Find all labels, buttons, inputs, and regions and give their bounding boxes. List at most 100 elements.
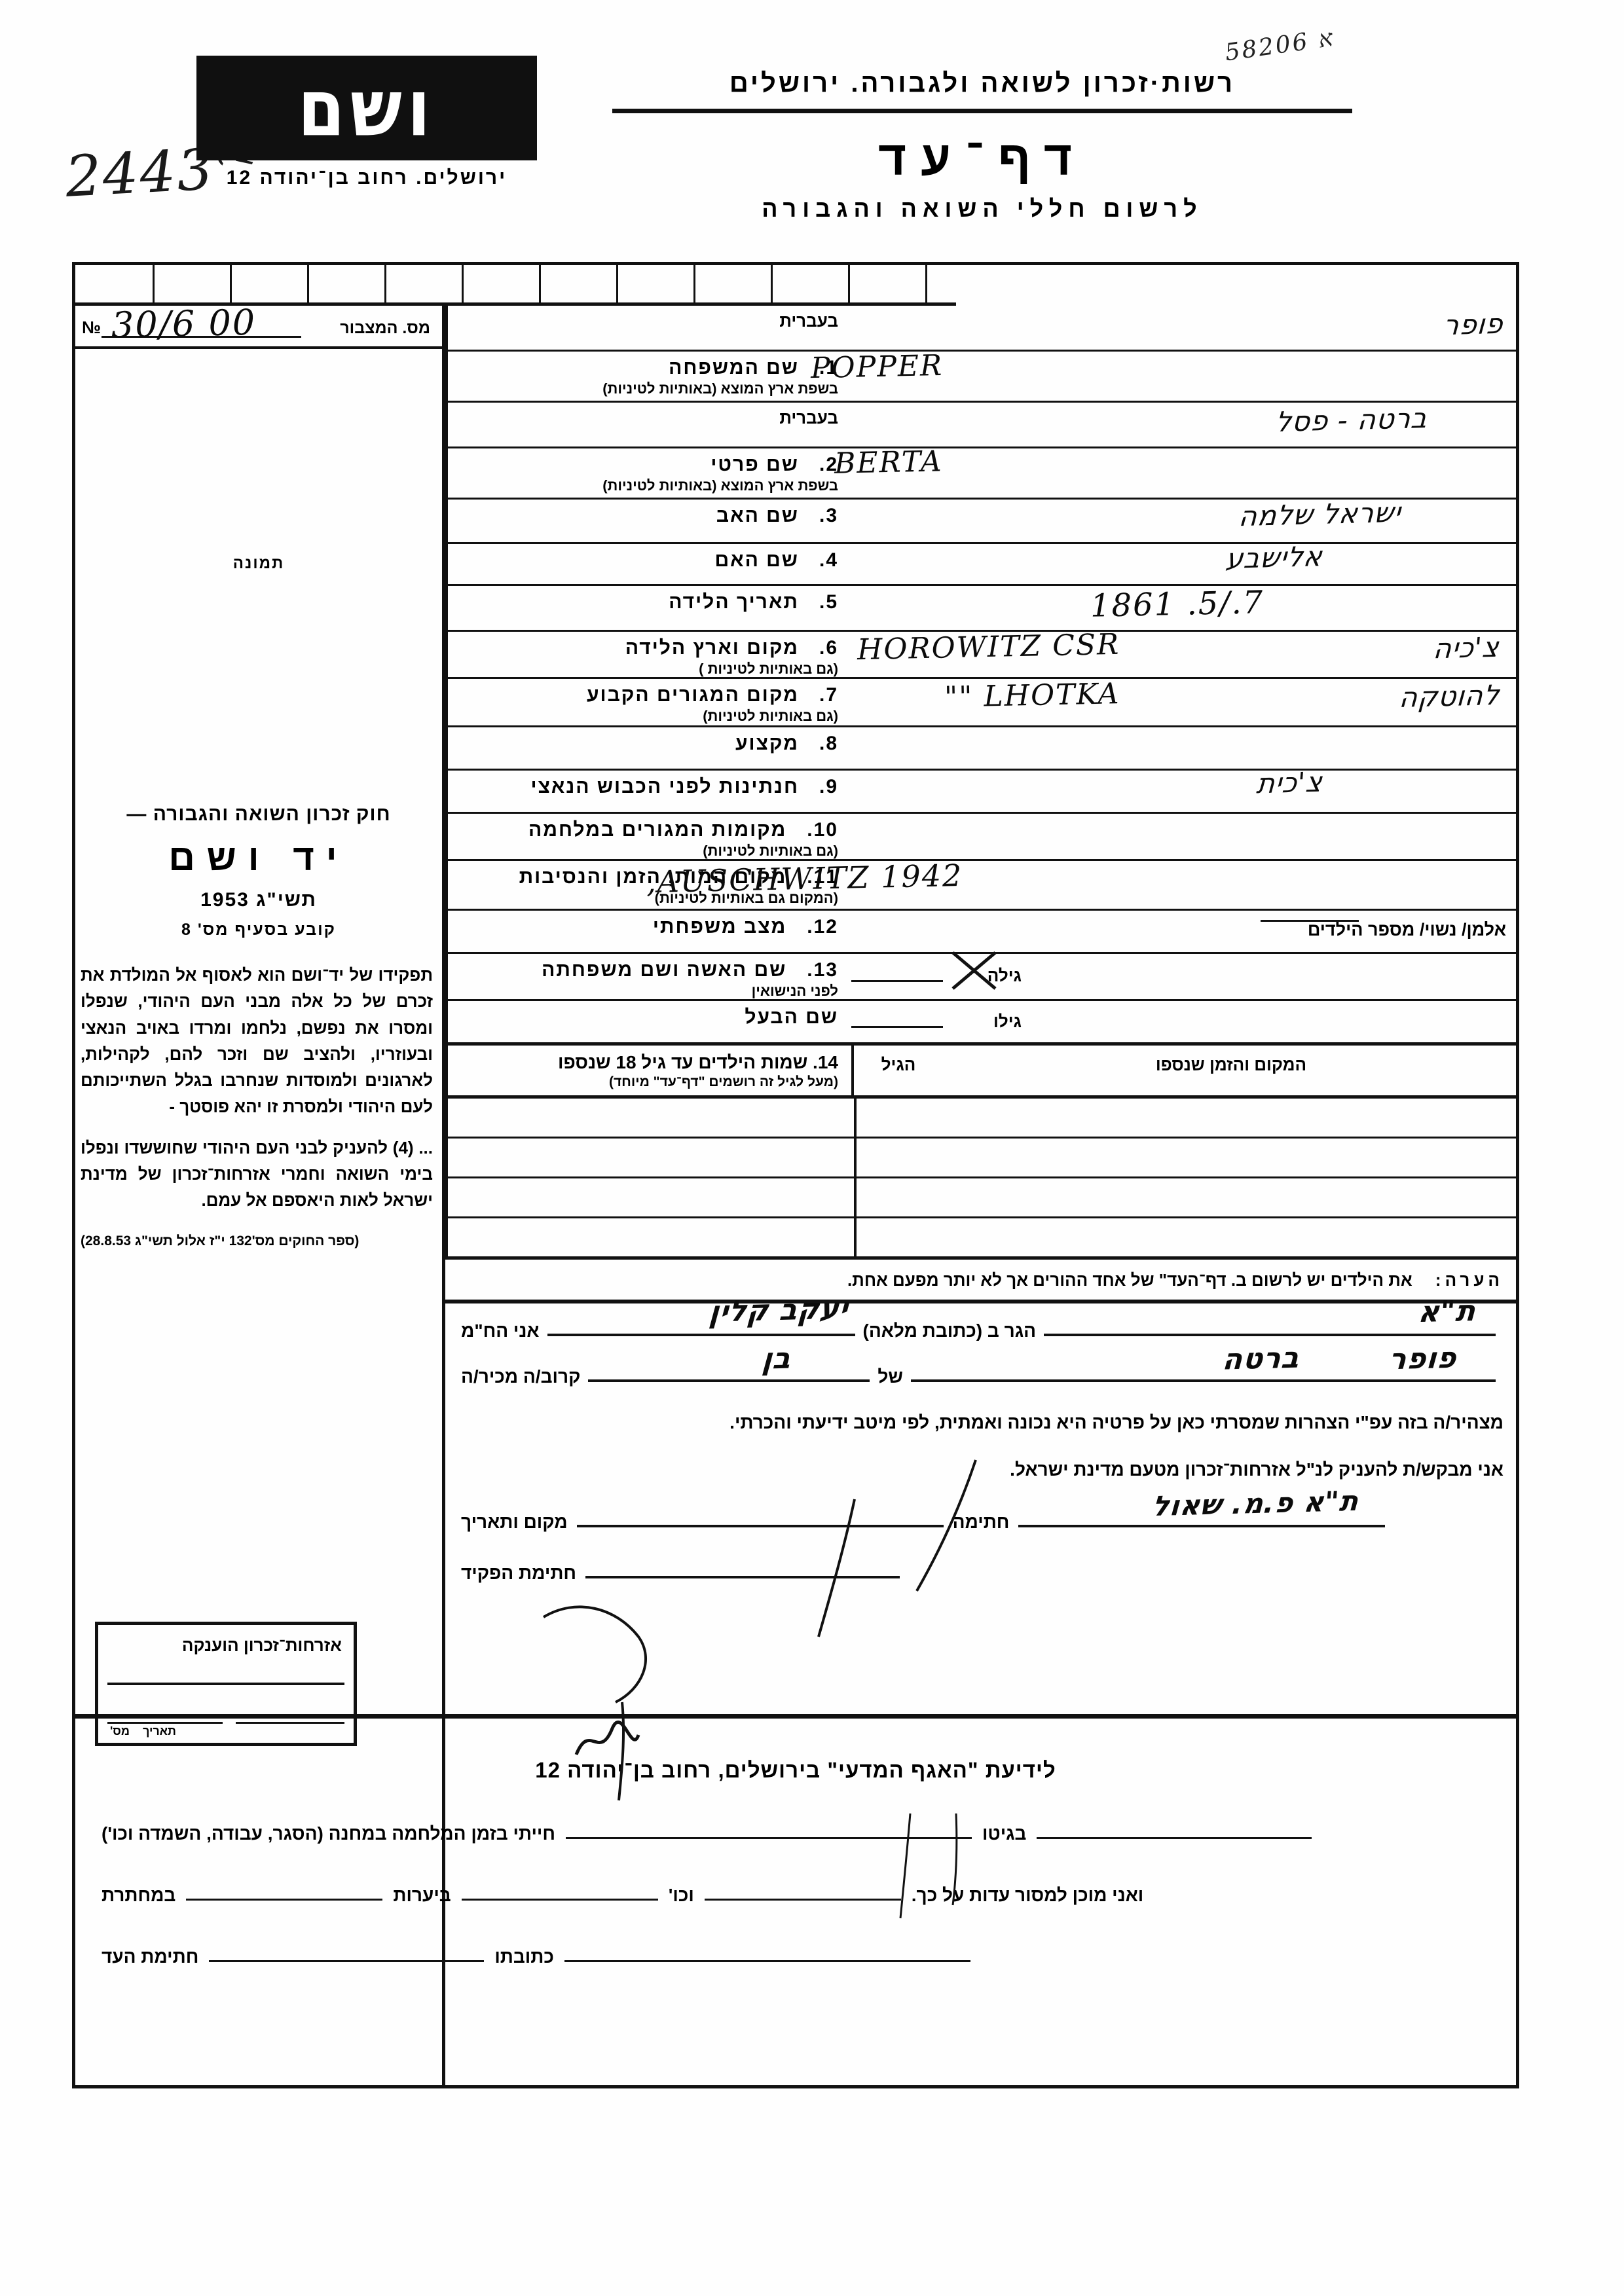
note-tag: הערה: <box>1435 1270 1504 1290</box>
field-num-text-10: 10. <box>807 819 838 841</box>
field-row-birth-date: 5. תאריך הלידה 7./5. 1861 <box>445 584 1519 632</box>
children-names-main: 14. שמות הילדים עד גיל 18 שנספו <box>558 1052 838 1072</box>
underground-label: במחתרת <box>101 1885 176 1905</box>
handwriting-mother-name: אלישבע <box>1225 540 1324 575</box>
field-main-text-4: שם האם <box>714 549 799 571</box>
field-value-birth-place[interactable]: צ'כיה HOROWITZ CSR <box>851 628 1519 677</box>
witness-address-rule[interactable] <box>564 1960 970 1962</box>
field-number-2: 2. שם פרטי <box>454 454 838 476</box>
forests-rule[interactable] <box>461 1899 658 1901</box>
field-main-text-9: חנתינות לפני הכבוש הנאצי <box>530 776 799 797</box>
children-table-row[interactable] <box>445 1139 1519 1178</box>
field-number-7: 7. מקום המגורים הקבוע <box>454 684 838 706</box>
field-number-9: 9. חנתינות לפני הכבוש הנאצי <box>454 776 838 798</box>
field-value-first-name-latin[interactable]: BERTA <box>834 445 1519 498</box>
etc-rule[interactable] <box>704 1899 901 1901</box>
field-value-husband-name[interactable]: גילו <box>851 1001 1519 1042</box>
header-rule <box>612 109 1352 113</box>
field-value-first-name-he[interactable]: ברטה - פסל <box>851 402 1519 446</box>
underground-rule[interactable] <box>186 1899 383 1901</box>
child-name-cell[interactable] <box>445 1178 854 1216</box>
field-value-death-place[interactable]: AUSCHWITZ 1942, <box>646 858 1519 909</box>
field-value-wartime-residence[interactable] <box>851 814 1519 859</box>
witness-address-label: כתובתו <box>494 1946 554 1967</box>
forests-label: ביערות <box>393 1885 451 1905</box>
camp-rule[interactable] <box>565 1837 972 1839</box>
ghetto-rule[interactable] <box>1037 1837 1312 1839</box>
field-num-text-7: 7. <box>819 684 838 706</box>
signature-rule[interactable]: ת"א פ.מ. שאול <box>1018 1485 1386 1527</box>
field-sub-text-10: (גם באותיות לטיניות) <box>703 843 838 859</box>
declarant-address-label: הגר ב (כתובת מלאה) <box>862 1321 1037 1341</box>
witness-signature-rule[interactable] <box>209 1960 485 1962</box>
child-name-cell[interactable] <box>445 1218 854 1256</box>
child-age-cell[interactable] <box>854 1178 948 1216</box>
children-table-row[interactable] <box>445 1218 1519 1260</box>
yad-vashem-logo: ושם <box>196 56 537 160</box>
field-row-profession: 8. מקצוע <box>445 727 1519 771</box>
field-value-marital-status[interactable]: אלמן/ נשוי/ מספר הילדים <box>851 911 1519 952</box>
handwriting-declarant-name: יעקב קלין <box>707 1292 850 1329</box>
field-row-husband-name: שם הבעל גילו <box>445 1001 1519 1046</box>
husband-age-label: גילו <box>993 1011 1022 1031</box>
field-row-marital-status: 12. מצב משפחתי אלמן/ נשוי/ מספר הילדים <box>445 911 1519 954</box>
field-number-10: 10. מקומות המגורים במלחמה <box>454 819 838 841</box>
child-place-cell[interactable] <box>948 1178 1519 1216</box>
field-main-text-6: מקום וארץ הלידה <box>625 637 799 659</box>
field-sub-text-7: (גם באותיות לטיניות) <box>703 708 838 724</box>
field-sub-text-11: (המקום גם באותיות לטיניות) <box>654 890 838 906</box>
field-value-birth-date[interactable]: 7./5. 1861 <box>851 584 1519 630</box>
children-table-row[interactable] <box>445 1099 1519 1139</box>
field-num-text-2: 2. <box>819 454 838 475</box>
field-value-family-name-latin[interactable]: POPPER <box>810 349 1519 401</box>
declarant-name-rule[interactable]: יעקב קלין <box>547 1292 855 1336</box>
child-age-cell[interactable] <box>854 1099 948 1137</box>
field-num-text-3: 3. <box>819 505 838 526</box>
field-value-residence[interactable]: להוטקה LHOTKA "" <box>851 677 1519 725</box>
child-age-cell[interactable] <box>854 1218 948 1256</box>
husband-age-rule <box>851 1026 943 1028</box>
field-value-family-name-he[interactable]: פופר <box>851 306 1519 350</box>
archive-number-rule <box>101 336 301 338</box>
child-name-cell[interactable] <box>445 1139 854 1176</box>
clerk-signature-rule[interactable] <box>585 1576 900 1578</box>
field-label-father-name: 3. שם האב <box>445 500 851 542</box>
relation-person-rule[interactable]: פופר ברטה <box>910 1341 1496 1382</box>
testimony-offer-text: ואני מוכן למסור עדות על כך. <box>911 1885 1144 1905</box>
declarant-address-rule[interactable]: ת"א <box>1044 1294 1496 1336</box>
handwriting-relation-surname: פופר <box>1387 1341 1458 1377</box>
honorary-citizenship-stamp-box: אזרחות־זכרון הוענקה תאריך מס' <box>95 1622 357 1746</box>
field-row-nationality: 9. חנתינות לפני הכבוש הנאצי צ'כית <box>445 766 1519 814</box>
field-value-nationality[interactable]: צ'כית <box>851 766 1519 812</box>
child-place-cell[interactable] <box>948 1218 1519 1256</box>
place-date-rule[interactable] <box>576 1525 944 1527</box>
field-row-first-name-latin: 2. שם פרטי בשפת ארץ המוצא (באותיות לטיני… <box>445 445 1519 500</box>
handwriting-residence-latin: LHOTKA "" <box>944 677 1120 714</box>
field-value-mother-name[interactable]: אלישבע <box>851 540 1519 584</box>
field-label-birth-place: 6. מקום וארץ הלידה (גם באותיות לטיניות ) <box>445 632 851 677</box>
handwriting-birth-place-he: צ'כיה <box>1432 630 1501 665</box>
wife-age-label: גילה <box>987 966 1022 985</box>
number-symbol: № <box>82 318 101 337</box>
field-row-wartime-residence: 10. מקומות המגורים במלחמה (גם באותיות לט… <box>445 814 1519 861</box>
child-age-cell[interactable] <box>854 1139 948 1176</box>
child-place-cell[interactable] <box>948 1139 1519 1176</box>
handwriting-declarant-address: ת"א <box>1416 1294 1477 1330</box>
field-value-profession[interactable] <box>851 727 1519 769</box>
field-main-text-3: שם האב <box>716 505 799 526</box>
witness-signature-label: חתימת העד <box>101 1946 199 1967</box>
ghetto-label: בגיטו <box>982 1823 1027 1844</box>
child-place-cell[interactable] <box>948 1099 1519 1137</box>
field-hint-hebrew-1: בעברית <box>779 311 838 331</box>
underground-line: במחתרת ביערות וכו' ואני מוכן למסור עדות … <box>101 1885 1490 1906</box>
children-table-row[interactable] <box>445 1178 1519 1218</box>
child-name-cell[interactable] <box>445 1099 854 1137</box>
relation-rule[interactable]: בן <box>588 1341 870 1382</box>
field-value-father-name[interactable]: ישראל שלמה <box>851 496 1519 542</box>
field-value-wife-name[interactable]: גילה <box>851 954 1519 999</box>
field-main-text-7: מקום המגורים הקבוע <box>587 684 799 706</box>
field-label-nationality: 9. חנתינות לפני הכבוש הנאצי <box>445 771 851 812</box>
field-number-8: 8. מקצוע <box>454 733 838 755</box>
law-title-line1: חוק זכרון השואה והגבורה — <box>126 803 391 825</box>
header-center-block: רשות·זכרון לשואה ולגבורה. ירושלים דף־עד … <box>537 69 1428 223</box>
